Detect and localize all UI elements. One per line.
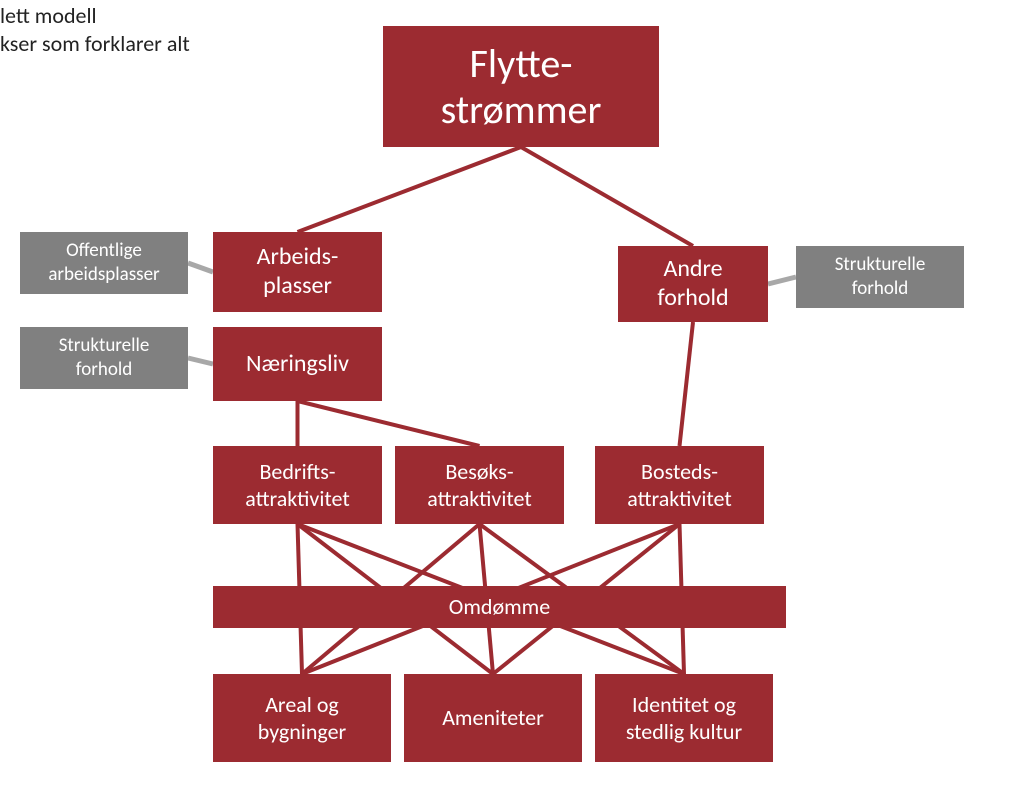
node-label-omdomme: Omdømme	[449, 596, 550, 618]
node-label-strukt2: Strukturelleforhold	[835, 253, 926, 301]
node-besoks: Besøks-attraktivitet	[395, 446, 564, 524]
node-omdomme: Omdømme	[213, 586, 786, 628]
edge-offentlige-arbeids	[188, 263, 213, 272]
node-strukt2: Strukturelleforhold	[796, 246, 964, 308]
node-label-bedrifts: Bedrifts-attraktivitet	[245, 458, 350, 513]
edge-flytte-andre	[521, 147, 693, 246]
node-label-arbeids: Arbeids-plasser	[257, 243, 339, 301]
node-bosteds: Bosteds-attraktivitet	[595, 446, 764, 524]
node-label-bosteds: Bosteds-attraktivitet	[627, 458, 732, 513]
node-identitet: Identitet ogstedlig kultur	[595, 674, 773, 762]
node-label-flytte: Flytte-strømmer	[441, 41, 602, 133]
node-offentlige: Offentligearbeidsplasser	[20, 232, 188, 294]
node-flytte: Flytte-strømmer	[383, 26, 659, 147]
edge-andre-bosteds	[680, 322, 694, 446]
node-bedrifts: Bedrifts-attraktivitet	[213, 446, 382, 524]
node-areal: Areal ogbygninger	[213, 674, 391, 762]
node-ameniteter: Ameniteter	[404, 674, 582, 762]
node-label-naering: Næringsliv	[246, 350, 349, 379]
node-label-ameniteter: Ameniteter	[442, 704, 544, 732]
node-naering: Næringsliv	[213, 327, 382, 401]
node-label-identitet: Identitet ogstedlig kultur	[626, 691, 742, 746]
node-andre: Andreforhold	[618, 246, 768, 322]
edge-andre-strukt2	[768, 277, 796, 284]
node-label-offentlige: Offentligearbeidsplasser	[48, 239, 159, 287]
node-strukt1: Strukturelleforhold	[20, 327, 188, 389]
edge-naering-besoks	[298, 401, 480, 446]
node-label-besoks: Besøks-attraktivitet	[427, 458, 532, 513]
edge-flytte-arbeids	[298, 147, 522, 232]
edge-strukt1-naering	[188, 358, 213, 364]
node-label-areal: Areal ogbygninger	[258, 691, 346, 746]
node-label-strukt1: Strukturelleforhold	[59, 334, 150, 382]
node-label-andre: Andreforhold	[657, 255, 728, 313]
node-arbeids: Arbeids-plasser	[213, 232, 382, 312]
